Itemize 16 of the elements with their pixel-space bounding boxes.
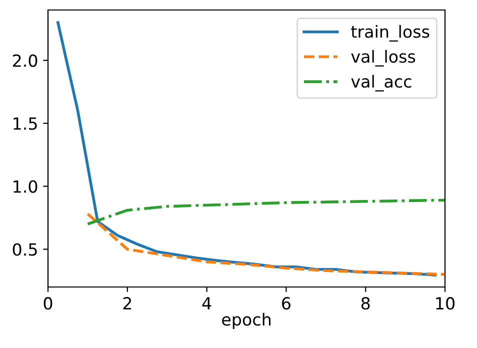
line-series	[86, 212, 445, 276]
line-series	[86, 198, 445, 226]
y-tick-label: 1.5	[14, 118, 37, 130]
x-tick-label: 6	[282, 297, 290, 310]
legend-label: val_acc	[351, 74, 412, 92]
x-tick-label: 2	[123, 297, 132, 310]
y-tick-label: 1.0	[14, 180, 38, 193]
legend-label: val_loss	[351, 50, 416, 67]
y-tick-label: 2.0	[12, 54, 38, 67]
x-tick-label: 10	[436, 297, 454, 310]
legend-label: train_loss	[351, 25, 430, 42]
x-tick-label: 8	[361, 297, 370, 310]
x-tick-label: 0	[44, 297, 52, 310]
x-tick-label: 4	[202, 297, 212, 310]
y-tick-label: 0.5	[12, 243, 37, 256]
x-axis-title: epoch	[222, 312, 270, 329]
